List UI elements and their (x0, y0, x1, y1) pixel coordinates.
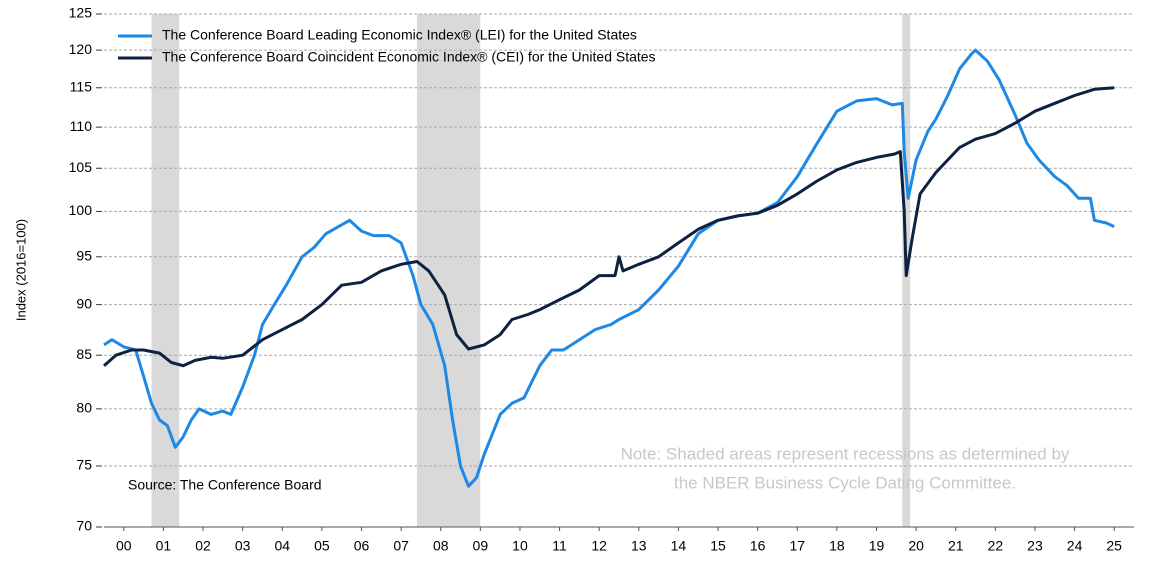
x-tick-label: 21 (948, 538, 964, 554)
y-tick-label: 90 (76, 295, 92, 311)
recession-note: the NBER Business Cycle Dating Committee… (674, 473, 1016, 492)
x-tick-label: 07 (393, 538, 409, 554)
x-tick-label: 01 (156, 538, 172, 554)
x-tick-label: 04 (274, 538, 290, 554)
x-tick-label: 02 (195, 538, 211, 554)
y-tick-label: 100 (69, 202, 93, 218)
x-tick-label: 05 (314, 538, 330, 554)
y-tick-label: 105 (69, 159, 93, 175)
source-note: Source: The Conference Board (128, 477, 322, 493)
recession-note: Note: Shaded areas represent recessions … (621, 444, 1070, 463)
x-tick-label: 25 (1106, 538, 1122, 554)
x-tick-label: 11 (552, 538, 567, 554)
y-tick-label: 115 (70, 78, 93, 94)
y-tick-label: 85 (76, 346, 92, 362)
x-tick-label: 24 (1067, 538, 1083, 554)
y-tick-label: 95 (76, 248, 92, 264)
x-tick-label: 22 (988, 538, 1004, 554)
x-tick-label: 00 (116, 538, 132, 554)
x-tick-label: 19 (869, 538, 885, 554)
x-tick-label: 06 (354, 538, 370, 554)
x-tick-label: 17 (789, 538, 805, 554)
recession-band (151, 14, 180, 527)
x-tick-label: 03 (235, 538, 251, 554)
x-tick-label: 08 (433, 538, 449, 554)
y-tick-label: 120 (69, 41, 93, 57)
x-tick-label: 09 (473, 538, 489, 554)
x-tick-label: 10 (512, 538, 528, 554)
x-tick-label: 14 (671, 538, 687, 554)
series-line (103, 48, 1115, 488)
legend-label: The Conference Board Leading Economic In… (162, 27, 637, 43)
y-tick-label: 125 (69, 5, 93, 21)
x-tick-label: 16 (750, 538, 766, 554)
y-axis-label: Index (2016=100) (13, 219, 28, 321)
x-tick-label: 18 (829, 538, 845, 554)
x-tick-label: 15 (710, 538, 726, 554)
series-line (103, 86, 1115, 368)
x-tick-label: 12 (591, 538, 607, 554)
x-tick-label: 13 (631, 538, 647, 554)
legend-label: The Conference Board Coincident Economic… (162, 49, 656, 65)
x-tick-label: 20 (908, 538, 924, 554)
x-tick-label: 23 (1027, 538, 1043, 554)
y-tick-label: 80 (76, 400, 92, 416)
y-tick-label: 110 (70, 118, 93, 134)
y-tick-label: 75 (76, 457, 92, 473)
y-tick-label: 70 (76, 518, 92, 534)
